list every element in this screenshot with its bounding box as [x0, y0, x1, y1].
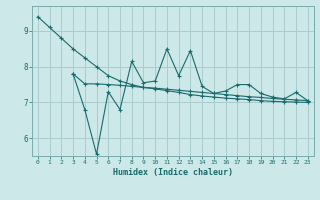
X-axis label: Humidex (Indice chaleur): Humidex (Indice chaleur) — [113, 168, 233, 177]
